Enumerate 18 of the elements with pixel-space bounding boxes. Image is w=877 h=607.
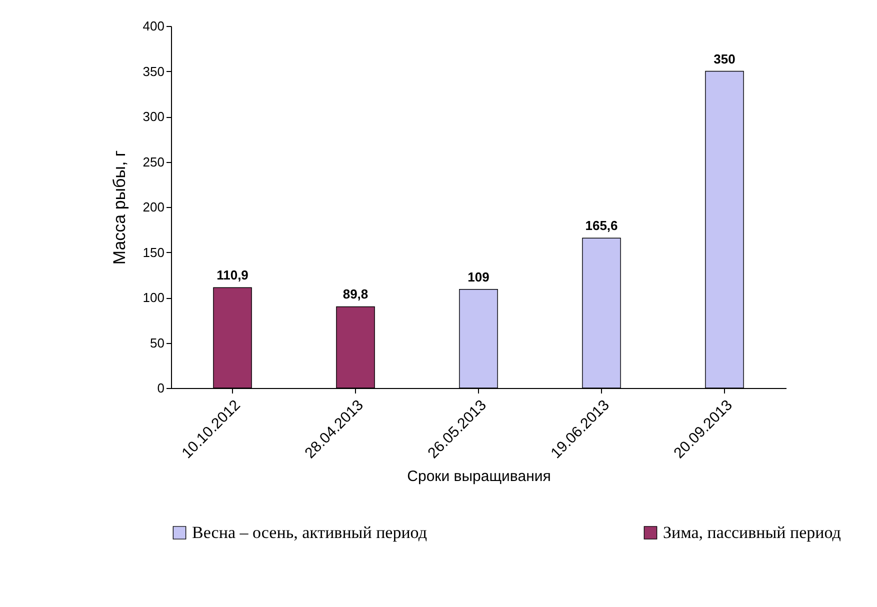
data-label: 110,9 — [216, 268, 248, 283]
x-axis-title: Сроки выращивания — [407, 468, 551, 486]
y-tick-label: 50 — [150, 335, 164, 350]
y-tick-label: 0 — [157, 380, 164, 396]
y-tick-label: 350 — [142, 64, 164, 79]
y-axis-title: Масса рыбы, г — [110, 150, 129, 265]
y-tick-label: 400 — [142, 18, 164, 34]
data-label: 165,6 — [585, 218, 618, 234]
data-label: 89,8 — [342, 286, 368, 302]
data-label: 350 — [714, 51, 736, 66]
legend-label: Зима, пассивный период — [663, 522, 842, 542]
y-tick-label: 200 — [142, 200, 164, 214]
legend-label: Весна – осень, активный период — [192, 522, 428, 542]
y-tick-label: 300 — [142, 109, 164, 124]
y-tick-label: 100 — [142, 290, 164, 305]
data-label: 109 — [468, 269, 490, 284]
y-tick-label: 150 — [142, 244, 164, 260]
y-tick-label: 250 — [142, 154, 164, 170]
